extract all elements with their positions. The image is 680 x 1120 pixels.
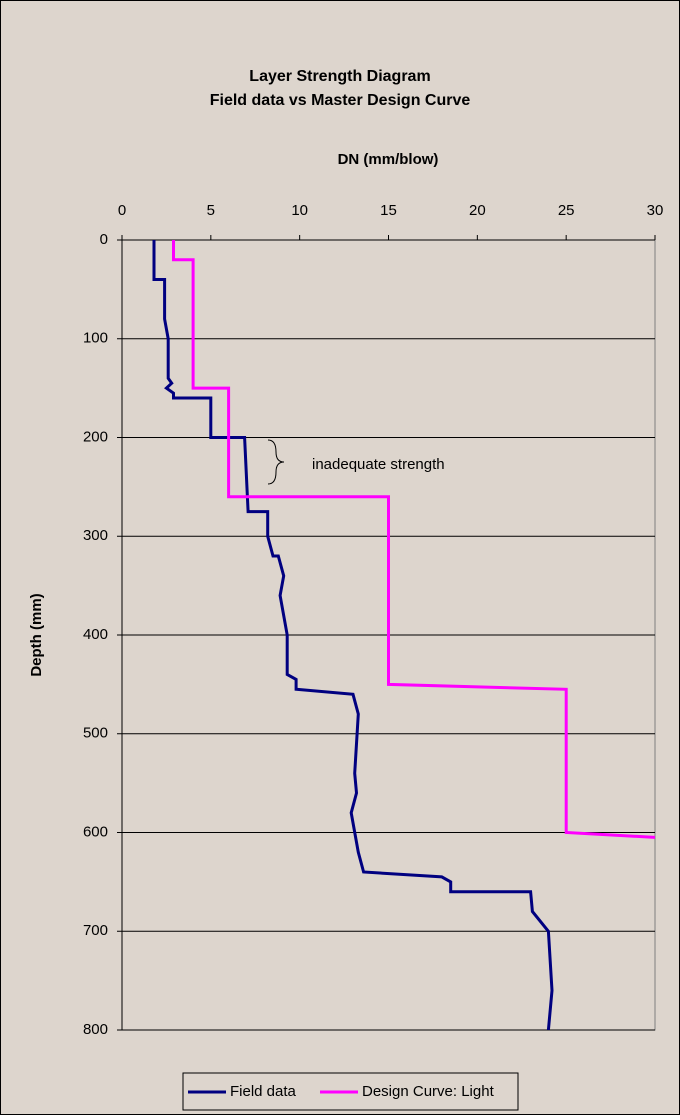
data-line (172, 240, 656, 839)
y-tick-label: 400 (83, 626, 108, 643)
y-tick-label: 800 (83, 1021, 108, 1038)
x-tick-label: 10 (291, 202, 308, 219)
y-axis-label: Depth (mm) (28, 593, 45, 676)
x-tick-label: 5 (207, 202, 215, 219)
annotation: inadequate strength (312, 456, 445, 473)
x-tick-label: 30 (647, 202, 664, 219)
y-tick-label: 700 (83, 922, 108, 939)
x-tick-label: 0 (118, 202, 126, 219)
legend-label: Design Curve: Light (362, 1083, 495, 1100)
y-tick-label: 300 (83, 527, 108, 544)
x-tick-label: 15 (380, 202, 397, 219)
x-tick-label: 20 (469, 202, 486, 219)
y-tick-label: 500 (83, 725, 108, 742)
chart-title: Field data vs Master Design Curve (210, 92, 471, 109)
legend-box (182, 1072, 519, 1111)
chart-title: Layer Strength Diagram (249, 68, 430, 85)
legend-label: Field data (230, 1083, 297, 1100)
y-tick-label: 0 (100, 231, 108, 248)
x-axis-label: DN (mm/blow) (338, 151, 439, 168)
data-line (152, 240, 554, 1031)
y-tick-label: 200 (83, 428, 108, 445)
annotation-brace (267, 439, 285, 485)
y-tick-label: 600 (83, 823, 108, 840)
y-tick-label: 100 (83, 330, 108, 347)
x-tick-label: 25 (558, 202, 575, 219)
